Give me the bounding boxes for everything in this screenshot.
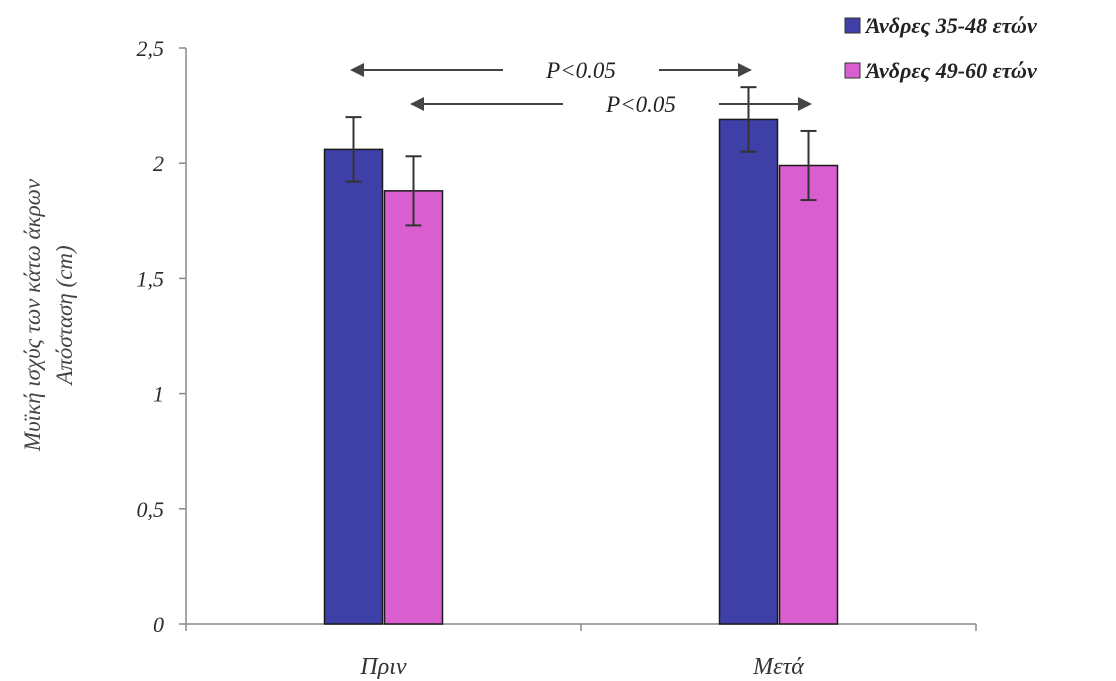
significance-annotations: P<0.05 P<0.05 xyxy=(350,58,812,117)
significance-annotation: P<0.05 xyxy=(350,58,752,83)
y-axis-title-line1: Μυϊκή ισχύς των κάτω άκρων xyxy=(20,178,45,452)
p-value-label: P<0.05 xyxy=(545,58,616,83)
bar-series-1-before xyxy=(323,148,384,625)
error-bar xyxy=(800,129,817,202)
error-bars xyxy=(345,86,817,227)
y-tick-label: 1 xyxy=(153,382,164,407)
y-tick-label: 1,5 xyxy=(137,266,165,291)
bars xyxy=(323,118,839,625)
y-tick-label: 0 xyxy=(153,612,164,637)
y-axis-title-line2: Απόσταση (cm) xyxy=(52,245,77,386)
y-tick-label: 2,5 xyxy=(137,36,165,61)
y-ticks: 0 0,5 1 1,5 2 2,5 xyxy=(137,36,186,637)
y-tick-label: 0,5 xyxy=(137,497,165,522)
legend-label-series-1: Άνδρες 35-48 ετών xyxy=(864,13,1037,38)
x-category-label: Μετά xyxy=(752,654,804,680)
legend-label-series-2: Άνδρες 49-60 ετών xyxy=(864,58,1037,83)
bar-series-1-after xyxy=(718,118,779,625)
x-ticks: Πριν Μετά xyxy=(185,624,977,680)
error-bar xyxy=(405,155,422,227)
legend-swatch-series-2 xyxy=(844,62,861,79)
x-category-label: Πριν xyxy=(359,654,407,680)
y-tick-label: 2 xyxy=(153,151,164,176)
legend-swatch-series-1 xyxy=(844,17,861,34)
legend: Άνδρες 35-48 ετών Άνδρες 49-60 ετών xyxy=(844,13,1037,83)
significance-annotation: P<0.05 xyxy=(410,92,812,117)
error-bar xyxy=(740,86,757,153)
bar-series-2-after xyxy=(778,164,839,625)
p-value-label: P<0.05 xyxy=(605,92,676,117)
error-bar xyxy=(345,116,362,183)
bar-series-2-before xyxy=(383,190,444,625)
